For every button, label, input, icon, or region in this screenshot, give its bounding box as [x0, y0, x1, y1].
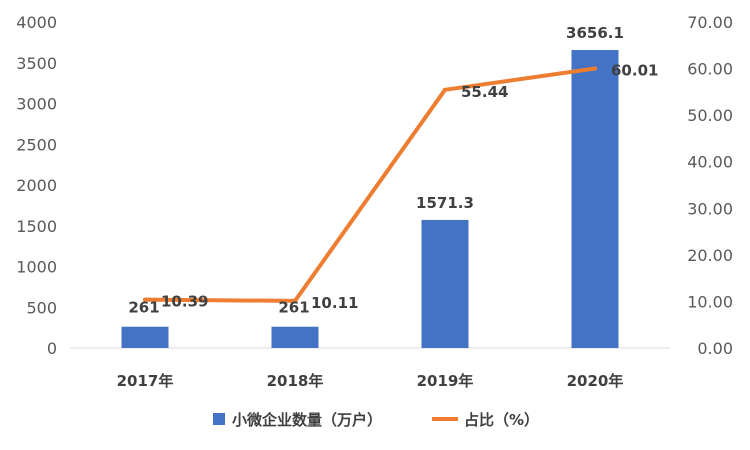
bar-data-label: 261 — [278, 298, 309, 316]
line-data-label: 10.11 — [311, 294, 358, 312]
left-axis-tick-label: 2000 — [16, 176, 57, 195]
left-axis: 0 500 1000 1500 2000 2500 3000 3500 4000 — [16, 13, 57, 358]
right-axis: 0.00 10.00 20.00 30.00 40.00 50.00 60.00 70.00 — [687, 13, 733, 358]
line-series — [143, 66, 597, 303]
left-axis-tick-label: 4000 — [16, 13, 57, 32]
line-data-label: 55.44 — [461, 83, 508, 101]
x-axis-tick-label: 2017年 — [117, 372, 174, 390]
right-axis-tick-label: 0.00 — [697, 339, 733, 358]
left-axis-tick-label: 0 — [47, 339, 57, 358]
legend-label-bar: 小微企业数量（万户） — [232, 411, 382, 429]
bar — [571, 50, 619, 348]
right-axis-tick-label: 50.00 — [687, 106, 733, 125]
right-axis-tick-label: 10.00 — [687, 292, 733, 311]
line-point — [443, 87, 447, 92]
line-data-label: 10.39 — [161, 293, 208, 311]
line-data-label: 60.01 — [611, 62, 658, 80]
line-point — [143, 297, 147, 302]
legend: 小微企业数量（万户） 占比（%） — [213, 411, 539, 429]
line-point — [293, 298, 297, 303]
left-axis-tick-label: 3000 — [16, 95, 57, 114]
x-axis-tick-label: 2018年 — [267, 372, 324, 390]
right-axis-tick-label: 60.00 — [687, 60, 733, 79]
bar-data-label: 3656.1 — [566, 24, 624, 42]
bar-series — [121, 50, 619, 348]
right-axis-tick-label: 30.00 — [687, 199, 733, 218]
left-axis-tick-label: 1500 — [16, 217, 57, 236]
right-axis-tick-label: 40.00 — [687, 153, 733, 172]
bar-data-label: 261 — [128, 298, 159, 316]
left-axis-tick-label: 2500 — [16, 135, 57, 154]
bar — [421, 219, 469, 348]
line-point — [593, 66, 597, 71]
x-axis-tick-label: 2019年 — [417, 372, 474, 390]
right-axis-tick-label: 70.00 — [687, 13, 733, 32]
bar — [271, 326, 319, 348]
left-axis-tick-label: 3500 — [16, 54, 57, 73]
bar — [121, 326, 169, 348]
legend-swatch-bar — [213, 413, 225, 425]
line-path — [143, 66, 597, 303]
bar-data-labels: 261 261 1571.3 3656.1 — [128, 24, 624, 316]
x-axis-tick-label: 2020年 — [567, 372, 624, 390]
legend-label-line: 占比（%） — [464, 411, 539, 429]
left-axis-tick-label: 500 — [26, 298, 57, 317]
line-data-labels: 10.39 10.11 55.44 60.01 — [161, 62, 658, 312]
left-axis-tick-label: 1000 — [16, 258, 57, 277]
right-axis-tick-label: 20.00 — [687, 246, 733, 265]
x-axis: 2017年 2018年 2019年 2020年 — [117, 372, 624, 390]
bar-data-label: 1571.3 — [416, 194, 474, 212]
